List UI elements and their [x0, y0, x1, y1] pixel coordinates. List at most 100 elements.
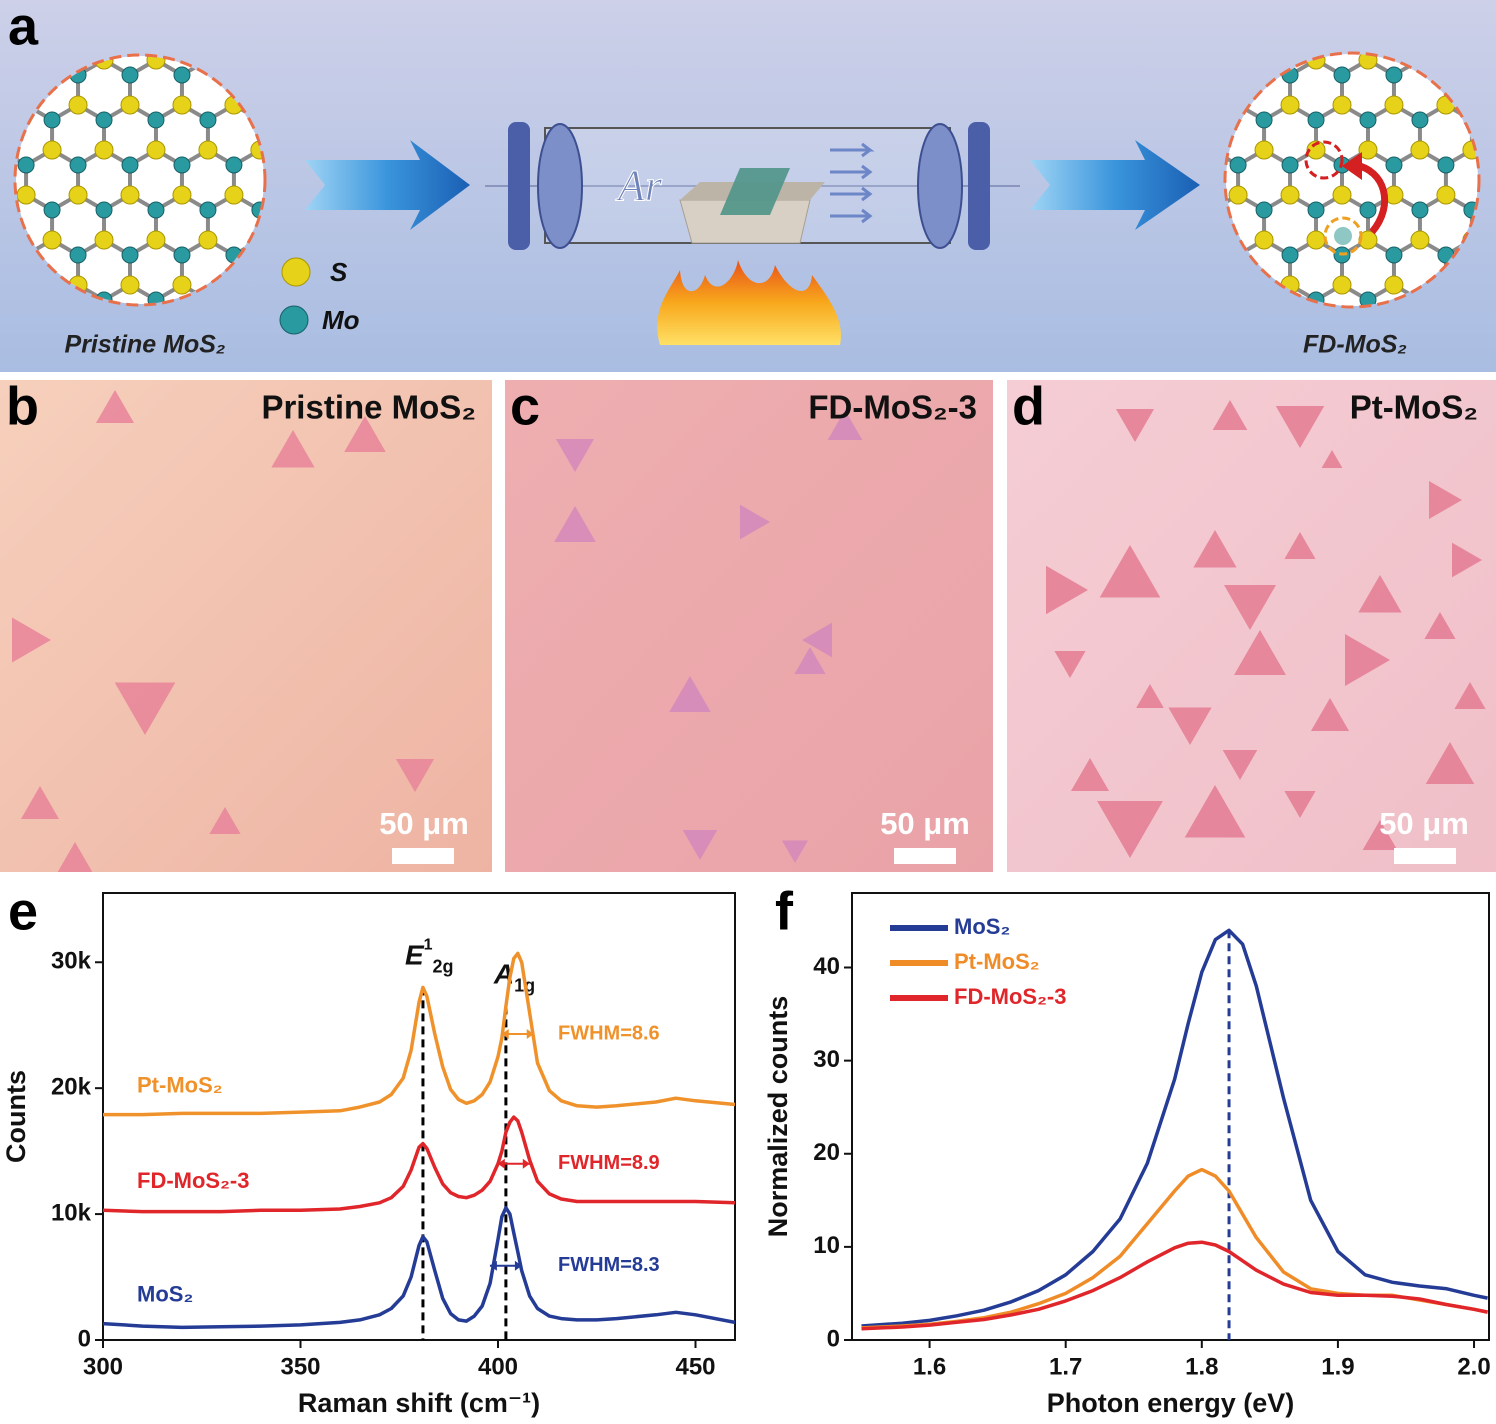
series-label: Pt-MoS₂ [137, 1072, 223, 1097]
panel-title: Pristine MoS₂ [261, 389, 476, 426]
flake [1424, 612, 1456, 639]
flake [1321, 450, 1343, 468]
y-tick-label: 10k [51, 1199, 92, 1226]
mo-atom [1385, 246, 1403, 264]
flake [395, 759, 435, 792]
mo-atom [173, 66, 191, 84]
x-tick-label: 2.0 [1457, 1353, 1490, 1380]
panel-letter: c [510, 376, 540, 436]
flake [1136, 684, 1164, 708]
y-tick-label: 30k [51, 948, 92, 975]
plot-frame [851, 892, 1490, 1341]
mo-atom [1411, 111, 1429, 129]
series-line [103, 951, 736, 1117]
y-axis-label: Counts [1, 1070, 31, 1163]
flake [682, 830, 718, 860]
flake [1310, 698, 1350, 731]
y-tick-label: 0 [78, 1325, 91, 1352]
panel-title: FD-MoS₂-3 [808, 389, 977, 426]
legend-label: FD-MoS₂-3 [954, 984, 1066, 1009]
s-atom [1384, 275, 1404, 295]
series-line [102, 1206, 736, 1330]
flake [794, 647, 826, 674]
legend-label: Mo [322, 305, 360, 335]
panel-letter: b [6, 376, 39, 436]
flake [1425, 742, 1475, 784]
fwhm-arrowhead [501, 1029, 534, 1040]
panel-letter: f [775, 881, 794, 941]
s-atom [1254, 140, 1274, 160]
sample [720, 168, 790, 215]
s-atom [224, 185, 244, 205]
mo-atom [147, 291, 165, 304]
s-atom [120, 185, 140, 205]
mo-atom [1359, 111, 1377, 129]
legend-label: S [330, 257, 348, 287]
flake [1284, 532, 1316, 559]
lattice-disc [1226, 54, 1478, 306]
s-atom [1384, 95, 1404, 115]
flake [1054, 651, 1086, 678]
process-arrow [1030, 140, 1200, 230]
s-atom [42, 140, 62, 160]
s-atom [146, 140, 166, 160]
x-tick-label: 400 [478, 1353, 518, 1380]
s-atom [68, 95, 88, 115]
s-atom [1358, 230, 1378, 250]
s-atom [198, 230, 218, 250]
mo-atom [173, 246, 191, 264]
s-atom [1332, 275, 1352, 295]
s-atom [146, 230, 166, 250]
flake [554, 506, 596, 542]
s-atom [1280, 185, 1300, 205]
tube-furnace: Ar [485, 122, 1020, 250]
caption: Pristine MoS₂ [65, 331, 226, 359]
flake [827, 410, 863, 440]
vacancy [1334, 227, 1352, 245]
mo-atom [1281, 246, 1299, 264]
s-atom [172, 275, 192, 295]
flake [1452, 542, 1482, 578]
mo-atom [69, 246, 87, 264]
panel-title: Pt-MoS₂ [1350, 389, 1478, 426]
mo-atom [121, 66, 139, 84]
s-atom [172, 95, 192, 115]
flake [209, 807, 241, 834]
flake [740, 504, 770, 540]
series-label: MoS₂ [137, 1281, 193, 1306]
y-tick-label: 10 [813, 1232, 840, 1259]
scale-bar [894, 848, 956, 864]
flakes [12, 390, 435, 872]
s-atom [68, 185, 88, 205]
s-atom [16, 185, 36, 205]
mo-atom [1359, 201, 1377, 219]
y-tick-label: 30 [813, 1046, 840, 1073]
flake [1429, 480, 1462, 520]
mo-atom [1333, 66, 1351, 84]
mo-atom [43, 111, 61, 129]
y-tick-label: 0 [827, 1325, 840, 1352]
s-atom [120, 95, 140, 115]
s-atom [1280, 95, 1300, 115]
s-atom [146, 56, 166, 70]
mo-atom [1385, 66, 1403, 84]
x-tick-label: 1.8 [1185, 1353, 1218, 1380]
flake [1193, 530, 1237, 568]
process-arrow [305, 140, 470, 230]
s-atom [1254, 230, 1274, 250]
panel-b: b Pristine MoS₂ 50 μm [0, 376, 492, 872]
plot-frame [102, 892, 736, 1341]
flake [1362, 820, 1398, 850]
flake [782, 840, 808, 863]
flake [1097, 801, 1163, 858]
flake [344, 416, 386, 452]
x-tick-label: 450 [675, 1353, 715, 1380]
micrograph [505, 380, 993, 872]
flake [114, 682, 176, 735]
flakes [554, 410, 863, 863]
flake [1222, 750, 1258, 780]
panel-letter: a [8, 0, 39, 56]
peak-label-base: E [405, 940, 425, 971]
